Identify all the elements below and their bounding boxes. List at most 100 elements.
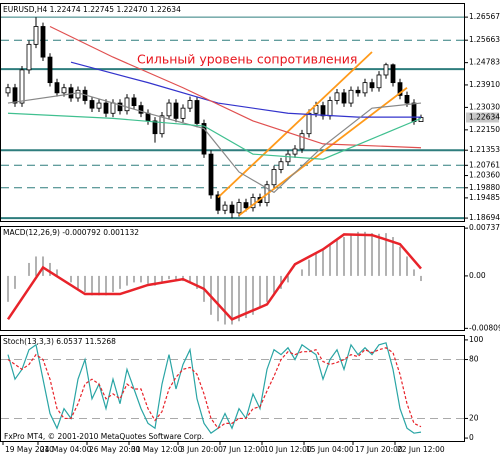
x-tick-label: 19 May 2010	[5, 445, 54, 454]
candle-body	[145, 112, 151, 122]
x-tick-label: 3 Jun 20:00	[180, 445, 223, 454]
candle-body	[103, 102, 109, 114]
x-tick-label: 10 Jun 12:00	[264, 445, 312, 454]
caption: FxPro MT4, © 2001-2010 MetaQuotes Softwa…	[4, 432, 204, 441]
x-tick-label: 22 Jun 12:00	[397, 445, 445, 454]
panel-title: EURUSD,H4 1.22474 1.22745 1.22470 1.2263…	[3, 5, 181, 14]
x-tick-label: 7 Jun 12:00	[222, 445, 265, 454]
y-tick-label: 1.20360	[469, 171, 500, 180]
candle-body	[47, 56, 53, 84]
y-tick-label: 1.23030	[469, 102, 500, 111]
candle-body	[117, 102, 123, 112]
candle-body	[320, 105, 326, 117]
candle-body	[166, 102, 172, 117]
candle-body	[61, 87, 67, 94]
x-tick-label: 17 Jun 20:00	[355, 445, 403, 454]
candle-body	[54, 82, 60, 94]
y-tick-label: 100	[469, 335, 484, 344]
indicator-line	[7, 92, 422, 194]
candle-body	[362, 82, 368, 94]
annotation: Сильный уровень сопротивления	[137, 52, 357, 67]
indicator-line	[7, 342, 422, 434]
candle-body	[397, 82, 403, 96]
candle-body	[180, 107, 186, 119]
candle-body	[5, 87, 11, 94]
candle-body	[376, 74, 382, 89]
panel-title: Stoch(13,3,3) 6.0537 11.5268	[3, 337, 116, 346]
last-price-label: 1.22634	[469, 113, 500, 122]
candle-body	[369, 82, 375, 89]
panel-title: MACD(12,26,9) -0.000792 0.001132	[3, 228, 139, 237]
indicator-line	[6, 233, 422, 321]
candle-body	[229, 204, 235, 214]
y-tick-label: 1.19485	[469, 193, 500, 202]
y-tick-label: 1.18694	[469, 213, 500, 222]
candle-body	[334, 92, 340, 101]
y-tick-label: 0.00737	[469, 223, 500, 232]
y-tick-label: 1.19880	[469, 183, 500, 192]
indicator-line	[7, 347, 422, 430]
candle-body	[40, 26, 46, 58]
y-tick-label: 1.25663	[469, 35, 500, 44]
y-tick-label: 1.23910	[469, 80, 500, 89]
candle-body	[383, 64, 389, 76]
candle-body	[12, 87, 18, 104]
candle-body	[285, 153, 291, 163]
candle-body	[159, 115, 165, 135]
candle-body	[33, 26, 39, 45]
x-tick-label: 31 May 12:00	[131, 445, 183, 454]
candle-body	[131, 97, 137, 107]
candle-body	[411, 102, 417, 122]
y-tick-label: 1.21353	[469, 145, 500, 154]
candle-body	[299, 133, 305, 150]
indicator-line	[49, 25, 422, 149]
panel-frame	[0, 3, 465, 222]
candle-body	[348, 89, 354, 104]
x-tick-label: 15 Jun 04:00	[306, 445, 354, 454]
y-tick-label: 0.00	[469, 271, 486, 280]
candle-body	[96, 102, 102, 109]
candle-body	[124, 97, 130, 112]
candle-body	[215, 194, 221, 211]
channel-line	[217, 51, 373, 199]
candle-body	[26, 43, 32, 71]
candle-body	[187, 100, 193, 109]
candle-body	[208, 153, 214, 196]
candle-body	[201, 123, 207, 155]
y-tick-label: 80	[469, 355, 479, 364]
indicator-line	[7, 112, 422, 160]
x-tick-label: 26 May 20:00	[89, 445, 141, 454]
indicator-line	[70, 61, 421, 118]
candle-body	[75, 89, 81, 99]
panel-frame	[0, 226, 465, 331]
y-tick-label: 1.24783	[469, 58, 500, 67]
candle-body	[89, 100, 95, 109]
candle-body	[173, 102, 179, 119]
candle-body	[243, 202, 249, 209]
candle-body	[390, 64, 396, 84]
candle-body	[355, 89, 361, 94]
last-price-box	[466, 112, 499, 123]
candle-body	[278, 161, 284, 170]
candle-body	[194, 100, 200, 124]
candle-body	[292, 148, 298, 155]
candle-body	[110, 102, 116, 114]
y-tick-label: -0.00809	[469, 323, 500, 332]
candle-body	[152, 120, 158, 135]
channel-line	[238, 87, 408, 217]
y-tick-label: 1.20761	[469, 160, 500, 169]
candle-body	[68, 87, 74, 99]
candle-body	[341, 92, 347, 104]
y-tick-label: 20	[469, 413, 479, 422]
candle-body	[138, 105, 144, 114]
candle-body	[306, 112, 312, 135]
y-tick-label: 1.22150	[469, 125, 500, 134]
x-tick-label: 24 May 04:00	[40, 445, 92, 454]
y-tick-label: 0	[469, 433, 474, 442]
candle-body	[271, 169, 277, 186]
candle-body	[327, 100, 333, 117]
y-tick-label: 1.26567	[469, 12, 500, 21]
candle-body	[236, 202, 242, 214]
candle-body	[404, 94, 410, 104]
